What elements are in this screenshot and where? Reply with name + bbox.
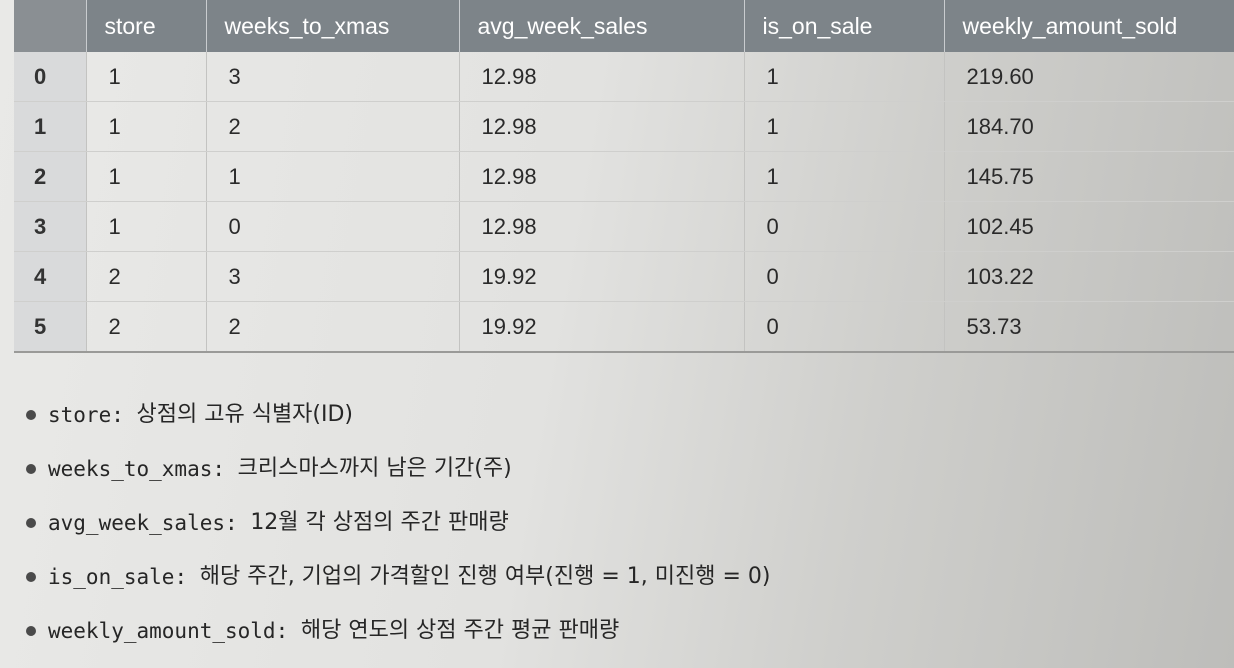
table-cell: 1	[86, 101, 207, 152]
table-row: 0 1 3 12.98 1 219.60	[14, 52, 1234, 102]
column-description-list: store: 상점의 고유 식별자(ID) weeks_to_xmas: 크리스…	[26, 388, 770, 658]
table-cell: 1	[744, 52, 945, 102]
list-item: weekly_amount_sold: 해당 연도의 상점 주간 평균 판매량	[26, 604, 770, 658]
column-description: 크리스마스까지 남은 기간(주)	[237, 456, 512, 481]
table-cell-index: 3	[14, 201, 87, 252]
table-cell: 3	[206, 251, 460, 302]
column-description: 12월 각 상점의 주간 판매량	[250, 510, 509, 535]
list-item: weeks_to_xmas: 크리스마스까지 남은 기간(주)	[26, 442, 770, 496]
table-cell: 102.45	[944, 201, 1234, 252]
column-description: 해당 연도의 상점 주간 평균 판매량	[300, 618, 620, 643]
table-row: 2 1 1 12.98 1 145.75	[14, 151, 1234, 202]
table-cell: 219.60	[944, 52, 1234, 102]
column-description: 해당 주간, 기업의 가격할인 진행 여부(진행 = 1, 미진행 = 0)	[199, 564, 771, 589]
table-cell: 2	[86, 301, 207, 353]
table-cell: 19.92	[459, 301, 745, 353]
bullet-icon	[26, 518, 36, 528]
table-cell-index: 0	[14, 52, 87, 102]
column-term: store	[48, 403, 112, 427]
table-cell: 1	[744, 151, 945, 202]
column-header-weekly-amount-sold: weekly_amount_sold	[944, 0, 1234, 52]
table-cell-index: 5	[14, 301, 87, 353]
table-cell: 3	[206, 52, 460, 102]
table-cell: 1	[86, 201, 207, 252]
bullet-icon	[26, 626, 36, 636]
list-item: avg_week_sales: 12월 각 상점의 주간 판매량	[26, 496, 770, 550]
table-cell: 12.98	[459, 151, 745, 202]
table-cell: 12.98	[459, 101, 745, 152]
table-cell-index: 4	[14, 251, 87, 302]
table-cell: 12.98	[459, 52, 745, 102]
table-cell: 0	[744, 251, 945, 302]
table-cell-index: 1	[14, 101, 87, 152]
list-item: store: 상점의 고유 식별자(ID)	[26, 388, 770, 442]
column-term: weekly_amount_sold	[48, 619, 276, 643]
column-description: 상점의 고유 식별자(ID)	[136, 402, 354, 427]
table-row: 5 2 2 19.92 0 53.73	[14, 301, 1234, 353]
column-header-avg-week-sales: avg_week_sales	[459, 0, 745, 52]
table-cell: 1	[744, 101, 945, 152]
table-row: 1 1 2 12.98 1 184.70	[14, 101, 1234, 152]
data-table: store weeks_to_xmas avg_week_sales is_on…	[14, 0, 1234, 353]
column-term: avg_week_sales	[48, 511, 226, 535]
bullet-icon	[26, 464, 36, 474]
table-cell: 12.98	[459, 201, 745, 252]
table-cell: 53.73	[944, 301, 1234, 353]
table-row: 4 2 3 19.92 0 103.22	[14, 251, 1234, 302]
column-header-weeks-to-xmas: weeks_to_xmas	[206, 0, 460, 52]
list-item: is_on_sale: 해당 주간, 기업의 가격할인 진행 여부(진행 = 1…	[26, 550, 770, 604]
table-cell: 1	[206, 151, 460, 202]
table-cell: 0	[206, 201, 460, 252]
table-cell: 19.92	[459, 251, 745, 302]
table-cell: 103.22	[944, 251, 1234, 302]
table-cell: 2	[206, 301, 460, 353]
table-cell: 0	[744, 201, 945, 252]
table-cell: 184.70	[944, 101, 1234, 152]
table-cell: 1	[86, 52, 207, 102]
table-cell-index: 2	[14, 151, 87, 202]
column-term: is_on_sale	[48, 565, 175, 589]
column-header-store: store	[86, 0, 207, 52]
bullet-icon	[26, 572, 36, 582]
column-header-index	[14, 0, 87, 52]
column-term: weeks_to_xmas	[48, 457, 213, 481]
bullet-icon	[26, 410, 36, 420]
table-row: 3 1 0 12.98 0 102.45	[14, 201, 1234, 252]
table-cell: 1	[86, 151, 207, 202]
table-cell: 2	[206, 101, 460, 152]
table-header-row: store weeks_to_xmas avg_week_sales is_on…	[14, 0, 1234, 52]
column-header-is-on-sale: is_on_sale	[744, 0, 945, 52]
table-cell: 145.75	[944, 151, 1234, 202]
table-cell: 0	[744, 301, 945, 353]
table-cell: 2	[86, 251, 207, 302]
